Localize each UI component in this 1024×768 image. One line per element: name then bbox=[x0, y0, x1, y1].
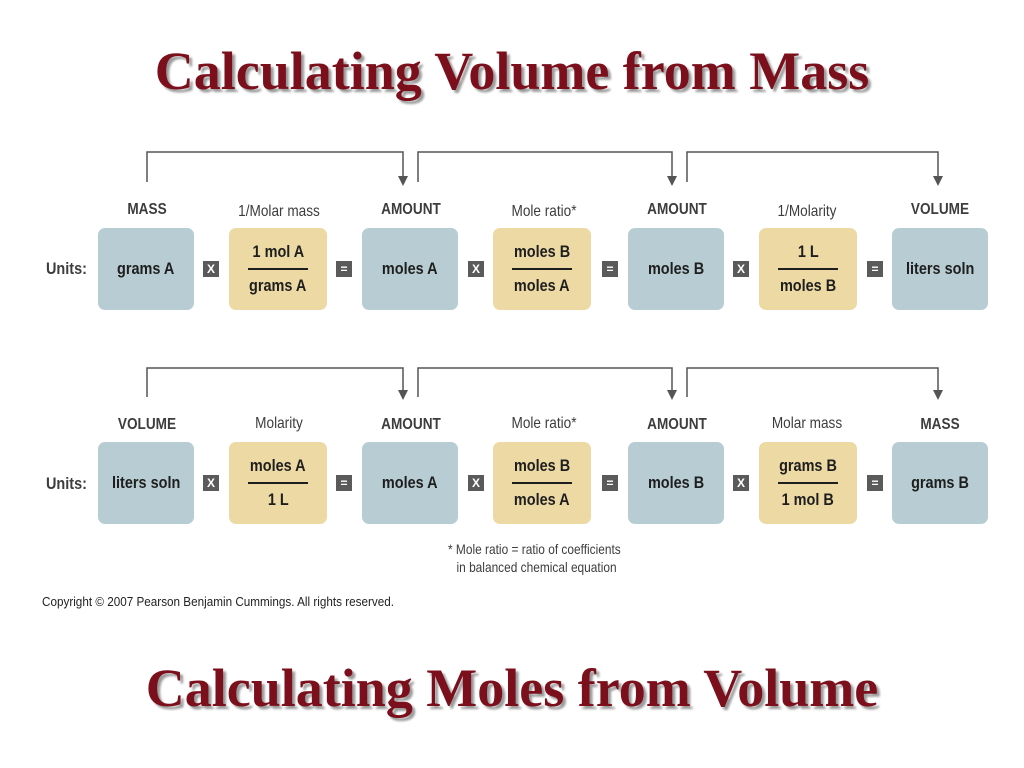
row2-box-mole-ratio: moles B moles A bbox=[493, 442, 591, 524]
footnote-line-1: * Mole ratio = ratio of coefficients bbox=[448, 541, 621, 557]
equals-sign: = bbox=[602, 475, 618, 491]
row2-box-moles-b: moles B bbox=[628, 442, 724, 524]
fraction-denominator: moles B bbox=[779, 276, 837, 295]
row2-label-volume: VOLUME bbox=[117, 416, 177, 433]
row1-label-inverse-molarity: 1/Molarity bbox=[777, 203, 837, 220]
row1-label-inverse-molar-mass: 1/Molar mass bbox=[238, 203, 320, 220]
slide-title-top: Calculating Volume from Mass bbox=[154, 41, 870, 101]
row2-label-amount-a: AMOUNT bbox=[381, 416, 441, 433]
fraction-bar bbox=[512, 482, 572, 484]
row1-box-inverse-molar-mass: 1 mol A grams A bbox=[229, 228, 327, 310]
row1-box-grams-a: grams A bbox=[98, 228, 194, 310]
box-text: liters soln bbox=[111, 473, 181, 492]
fraction-denominator: moles A bbox=[514, 490, 570, 509]
fraction-numerator: 1 L bbox=[797, 242, 819, 261]
equals-sign: = bbox=[336, 261, 352, 277]
row2-label-amount-b: AMOUNT bbox=[647, 416, 707, 433]
row2-label-mass: MASS bbox=[920, 416, 960, 433]
box-text: grams A bbox=[117, 259, 175, 278]
multiply-sign: X bbox=[203, 261, 219, 277]
fraction-denominator: grams A bbox=[249, 276, 307, 295]
row2-box-molar-mass: grams B 1 mol B bbox=[759, 442, 857, 524]
box-text: moles A bbox=[382, 259, 438, 278]
multiply-sign: X bbox=[733, 261, 749, 277]
box-text: moles A bbox=[382, 473, 438, 492]
fraction-numerator: moles B bbox=[513, 242, 571, 261]
multiply-sign: X bbox=[203, 475, 219, 491]
equals-sign: = bbox=[867, 261, 883, 277]
row1-label-amount-a: AMOUNT bbox=[381, 201, 441, 218]
row2-box-liters-soln: liters soln bbox=[98, 442, 194, 524]
row2-box-grams-b: grams B bbox=[892, 442, 988, 524]
footnote-line-2: in balanced chemical equation bbox=[456, 559, 617, 575]
row1-label-amount-b: AMOUNT bbox=[647, 201, 707, 218]
fraction-bar bbox=[778, 482, 838, 484]
slide-title-bottom: Calculating Moles from Volume bbox=[145, 658, 879, 718]
row1-box-moles-b: moles B bbox=[628, 228, 724, 310]
multiply-sign: X bbox=[733, 475, 749, 491]
mole-ratio-footnote: * Mole ratio = ratio of coefficients in … bbox=[448, 540, 621, 576]
fraction-denominator: moles A bbox=[514, 276, 570, 295]
multiply-sign: X bbox=[468, 475, 484, 491]
row1-box-moles-a: moles A bbox=[362, 228, 458, 310]
row2-label-molar-mass: Molar mass bbox=[771, 415, 843, 432]
box-text: moles B bbox=[647, 259, 705, 278]
box-text: moles B bbox=[647, 473, 705, 492]
fraction-denominator: 1 mol B bbox=[781, 490, 835, 509]
units-label-row1: Units: bbox=[46, 259, 87, 278]
box-text: grams B bbox=[911, 473, 969, 492]
multiply-sign: X bbox=[468, 261, 484, 277]
row1-label-mass: MASS bbox=[127, 201, 167, 218]
row2-label-mole-ratio: Mole ratio* bbox=[511, 415, 577, 432]
fraction-numerator: moles A bbox=[250, 456, 306, 475]
equals-sign: = bbox=[336, 475, 352, 491]
row2-box-molarity: moles A 1 L bbox=[229, 442, 327, 524]
box-text: liters soln bbox=[905, 259, 975, 278]
fraction-bar bbox=[512, 268, 572, 270]
row2-label-molarity: Molarity bbox=[255, 415, 303, 432]
fraction-denominator: 1 L bbox=[267, 490, 289, 509]
row1-box-inverse-molarity: 1 L moles B bbox=[759, 228, 857, 310]
row1-box-mole-ratio: moles B moles A bbox=[493, 228, 591, 310]
units-label-row2: Units: bbox=[46, 474, 87, 493]
fraction-bar bbox=[778, 268, 838, 270]
row1-box-liters-soln: liters soln bbox=[892, 228, 988, 310]
fraction-numerator: grams B bbox=[779, 456, 837, 475]
row2-box-moles-a: moles A bbox=[362, 442, 458, 524]
copyright-notice: Copyright © 2007 Pearson Benjamin Cummin… bbox=[42, 594, 394, 609]
row1-label-mole-ratio: Mole ratio* bbox=[511, 203, 577, 220]
equals-sign: = bbox=[867, 475, 883, 491]
fraction-bar bbox=[248, 482, 308, 484]
row1-label-volume: VOLUME bbox=[910, 201, 970, 218]
fraction-numerator: moles B bbox=[513, 456, 571, 475]
fraction-numerator: 1 mol A bbox=[252, 242, 304, 261]
fraction-bar bbox=[248, 268, 308, 270]
equals-sign: = bbox=[602, 261, 618, 277]
